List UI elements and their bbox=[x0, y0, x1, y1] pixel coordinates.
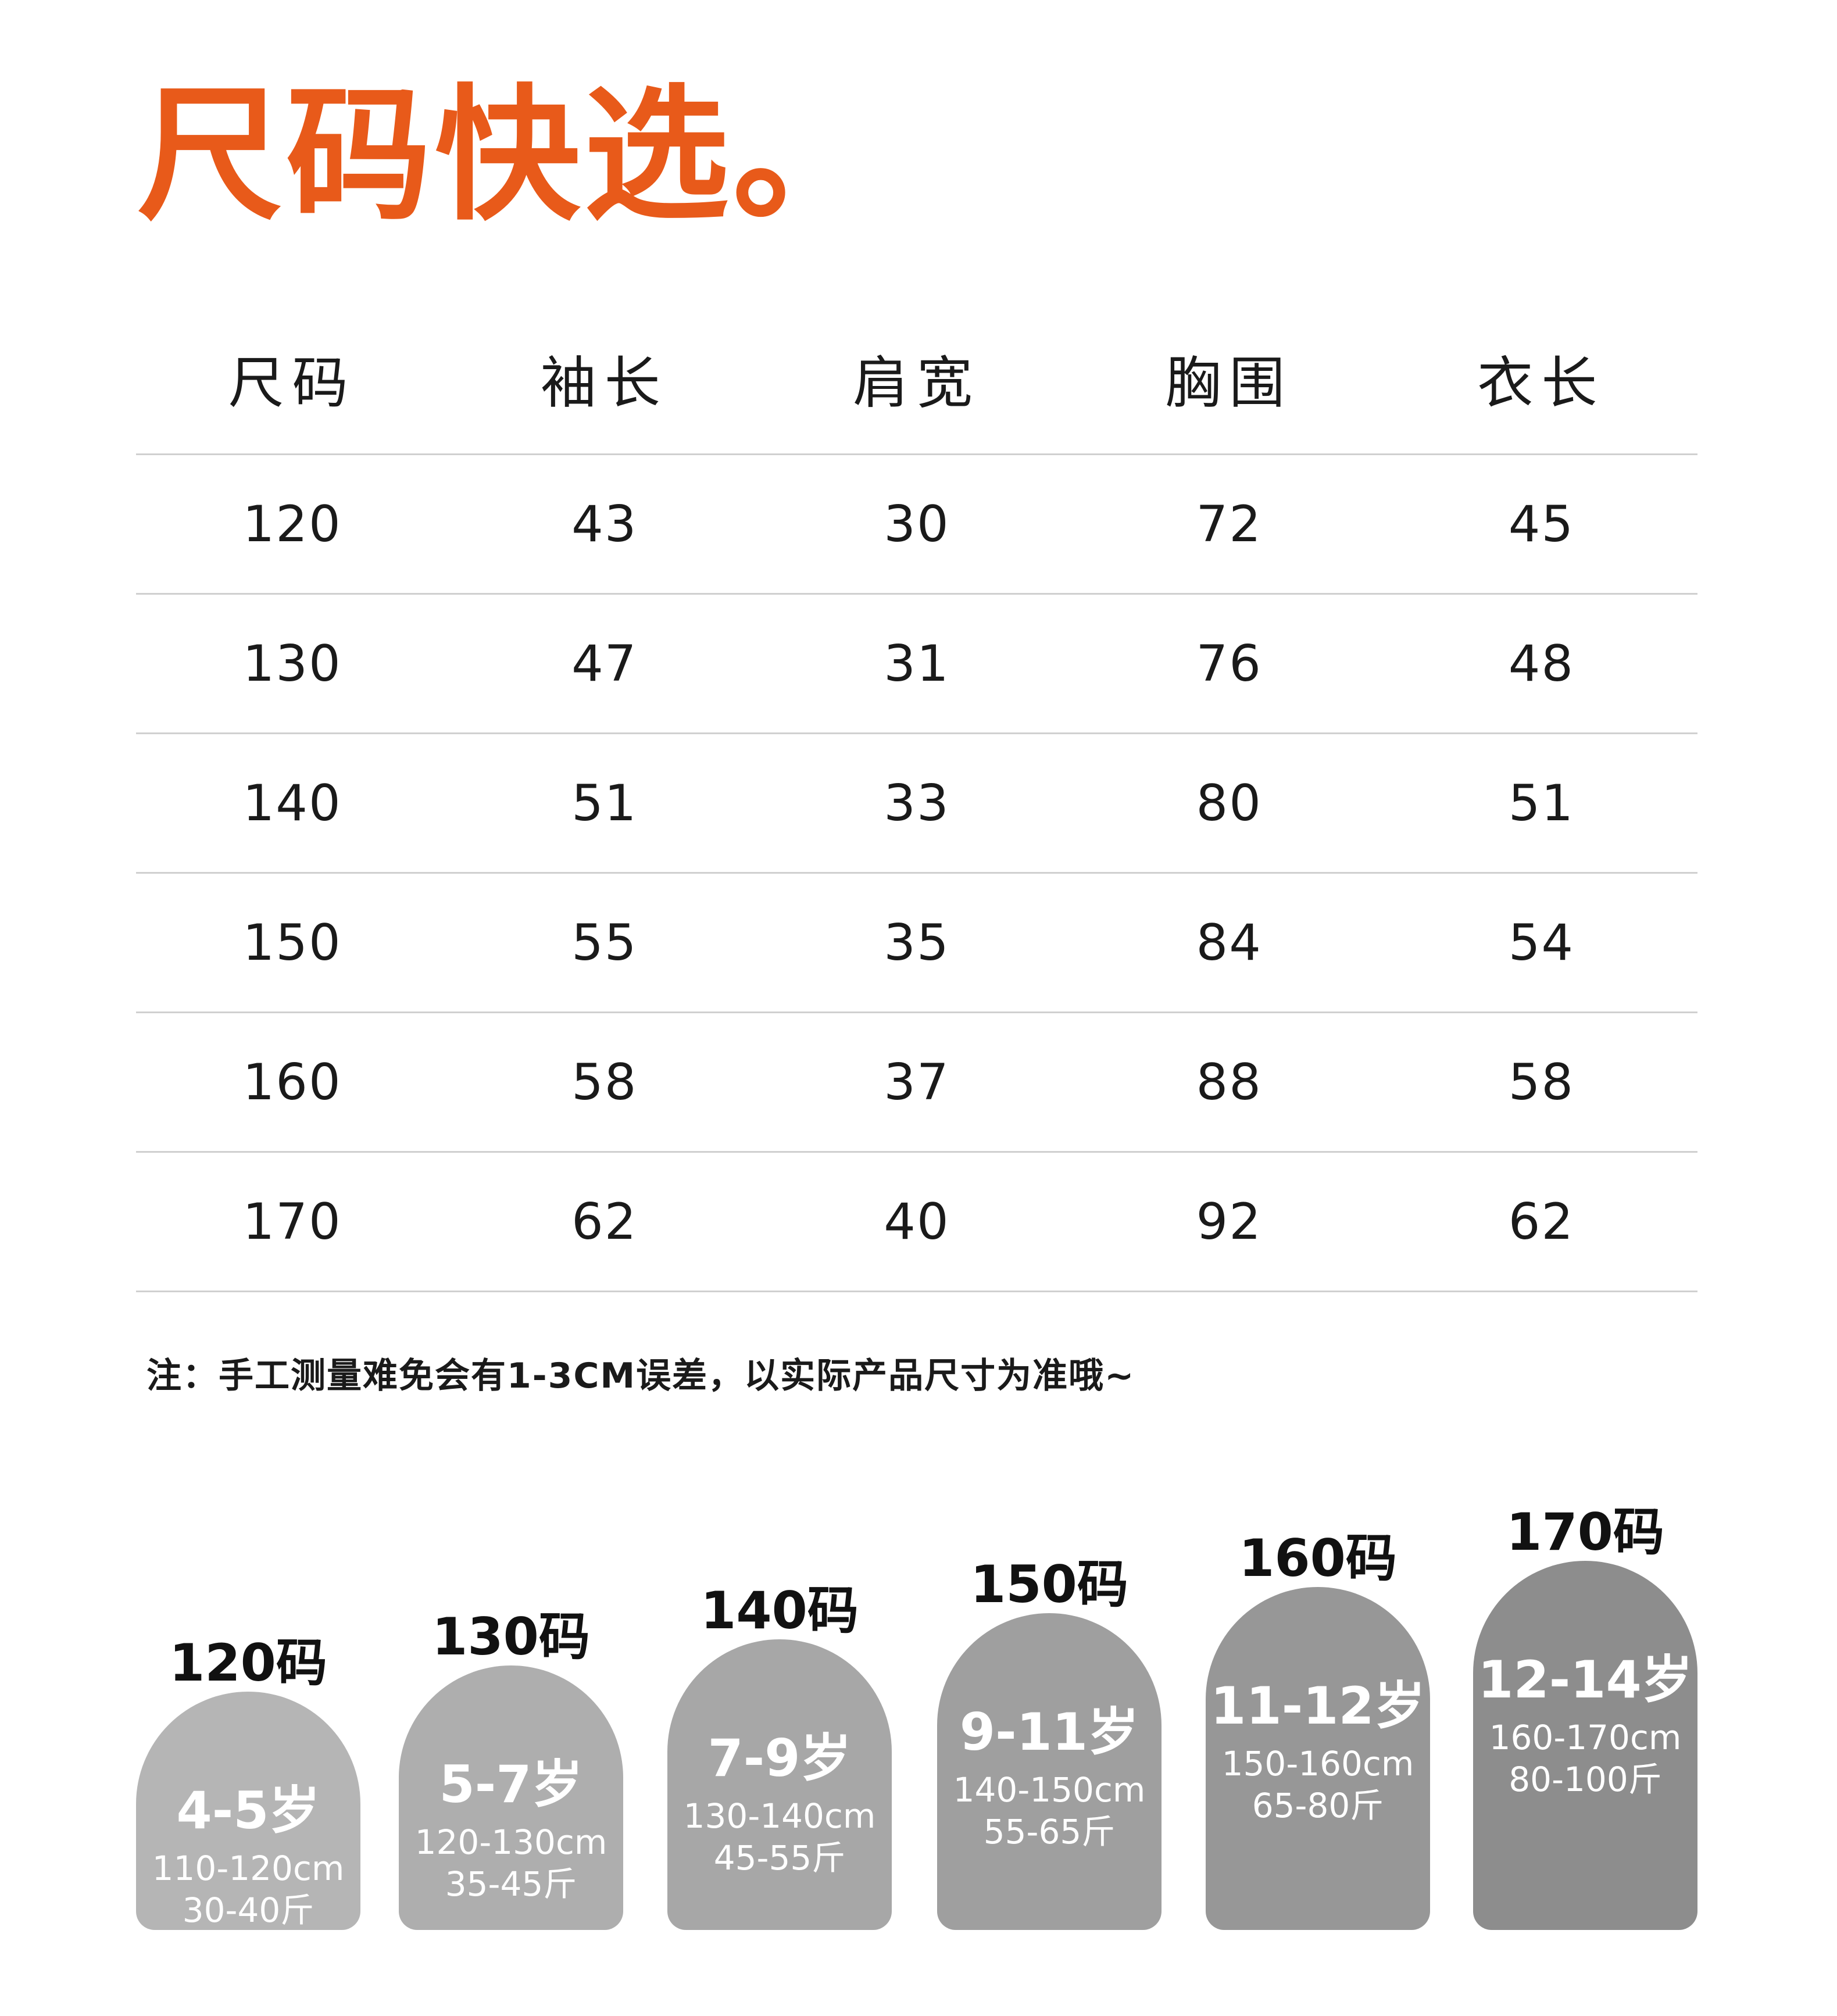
table-cell: 170 bbox=[242, 1192, 342, 1251]
table-cell: 120 bbox=[242, 495, 342, 553]
card-height: 160-170cm bbox=[1489, 1718, 1682, 1757]
table-cell: 58 bbox=[1508, 1053, 1575, 1111]
card-size-label: 120码 bbox=[169, 1633, 327, 1693]
table-cell: 92 bbox=[1196, 1192, 1262, 1251]
table-row: 120 43 30 72 45 bbox=[136, 455, 1697, 595]
size-table: 尺码 袖长 肩宽 胸围 衣长 120 43 30 72 45 130 47 31… bbox=[136, 302, 1697, 1292]
header-size: 尺码 bbox=[228, 350, 356, 416]
card-size-label: 170码 bbox=[1506, 1502, 1664, 1562]
page-title: 尺码快选。 bbox=[137, 71, 881, 240]
card-age: 4-5岁 bbox=[176, 1781, 320, 1840]
table-cell: 51 bbox=[571, 774, 638, 832]
card-weight: 55-65斤 bbox=[983, 1812, 1116, 1851]
card-weight: 35-45斤 bbox=[445, 1864, 577, 1904]
card-age: 9-11岁 bbox=[959, 1702, 1139, 1762]
card-size-label: 140码 bbox=[701, 1581, 859, 1640]
table-cell: 62 bbox=[1508, 1192, 1575, 1251]
table-cell: 130 bbox=[242, 634, 342, 693]
header-length: 衣长 bbox=[1477, 350, 1606, 416]
card-age: 5-7岁 bbox=[439, 1754, 583, 1814]
card-size-label: 160码 bbox=[1239, 1528, 1397, 1588]
table-cell: 76 bbox=[1196, 634, 1262, 693]
table-cell: 84 bbox=[1196, 913, 1262, 972]
table-cell: 47 bbox=[571, 634, 638, 693]
table-cell: 58 bbox=[571, 1053, 638, 1111]
table-cell: 30 bbox=[884, 495, 950, 553]
table-cell: 54 bbox=[1508, 913, 1575, 972]
table-cell: 55 bbox=[571, 913, 638, 972]
card-height: 120-130cm bbox=[414, 1822, 607, 1862]
size-card-120: 120码 4-5岁 110-120cm 30-40斤 bbox=[136, 1622, 360, 1930]
table-cell: 37 bbox=[884, 1053, 950, 1111]
table-row: 150 55 35 84 54 bbox=[136, 874, 1697, 1013]
table-cell: 140 bbox=[242, 774, 342, 832]
card-age: 12-14岁 bbox=[1478, 1650, 1693, 1710]
size-card-130: 130码 5-7岁 120-130cm 35-45斤 bbox=[399, 1596, 623, 1930]
table-row: 170 62 40 92 62 bbox=[136, 1153, 1697, 1292]
card-age: 11-12岁 bbox=[1210, 1676, 1425, 1736]
table-cell: 43 bbox=[571, 495, 638, 553]
card-body: 9-11岁 140-150cm 55-65斤 bbox=[937, 1613, 1161, 1930]
card-body: 5-7岁 120-130cm 35-45斤 bbox=[399, 1665, 623, 1930]
table-cell: 35 bbox=[884, 913, 950, 972]
size-card-160: 160码 11-12岁 150-160cm 65-80斤 bbox=[1206, 1517, 1430, 1930]
card-size-label: 130码 bbox=[432, 1607, 590, 1667]
card-weight: 30-40斤 bbox=[182, 1890, 314, 1930]
table-cell: 150 bbox=[242, 913, 342, 972]
table-cell: 62 bbox=[571, 1192, 638, 1251]
card-weight: 45-55斤 bbox=[713, 1838, 846, 1878]
size-card-150: 150码 9-11岁 140-150cm 55-65斤 bbox=[937, 1543, 1161, 1930]
table-row: 160 58 37 88 58 bbox=[136, 1013, 1697, 1153]
card-body: 4-5岁 110-120cm 30-40斤 bbox=[136, 1692, 360, 1930]
card-height: 150-160cm bbox=[1221, 1744, 1414, 1783]
table-header: 尺码 袖长 肩宽 胸围 衣长 bbox=[136, 302, 1697, 455]
card-body: 11-12岁 150-160cm 65-80斤 bbox=[1206, 1587, 1430, 1930]
card-weight: 80-100斤 bbox=[1509, 1760, 1662, 1799]
table-cell: 72 bbox=[1196, 495, 1262, 553]
card-body: 12-14岁 160-170cm 80-100斤 bbox=[1473, 1561, 1697, 1930]
table-cell: 31 bbox=[884, 634, 950, 693]
measurement-note: 注：手工测量难免会有1-3CM误差，以实际产品尺寸为准哦~ bbox=[146, 1356, 1135, 1396]
card-height: 140-150cm bbox=[953, 1770, 1146, 1810]
header-chest: 胸围 bbox=[1165, 350, 1293, 416]
table-cell: 40 bbox=[884, 1192, 950, 1251]
card-age: 7-9岁 bbox=[707, 1728, 852, 1788]
table-cell: 48 bbox=[1508, 634, 1575, 693]
table-row: 140 51 33 80 51 bbox=[136, 734, 1697, 874]
table-cell: 160 bbox=[242, 1053, 342, 1111]
size-card-170: 170码 12-14岁 160-170cm 80-100斤 bbox=[1473, 1491, 1697, 1930]
card-size-label: 150码 bbox=[970, 1554, 1128, 1614]
table-cell: 88 bbox=[1196, 1053, 1262, 1111]
card-body: 7-9岁 130-140cm 45-55斤 bbox=[667, 1639, 892, 1930]
size-card-140: 140码 7-9岁 130-140cm 45-55斤 bbox=[667, 1570, 892, 1930]
card-height: 130-140cm bbox=[683, 1796, 876, 1836]
card-height: 110-120cm bbox=[152, 1849, 345, 1888]
table-row: 130 47 31 76 48 bbox=[136, 595, 1697, 734]
table-cell: 51 bbox=[1508, 774, 1575, 832]
header-sleeve: 袖长 bbox=[540, 350, 669, 416]
table-cell: 33 bbox=[884, 774, 950, 832]
header-shoulder: 肩宽 bbox=[853, 350, 981, 416]
table-cell: 80 bbox=[1196, 774, 1262, 832]
card-weight: 65-80斤 bbox=[1252, 1786, 1384, 1825]
table-cell: 45 bbox=[1508, 495, 1575, 553]
